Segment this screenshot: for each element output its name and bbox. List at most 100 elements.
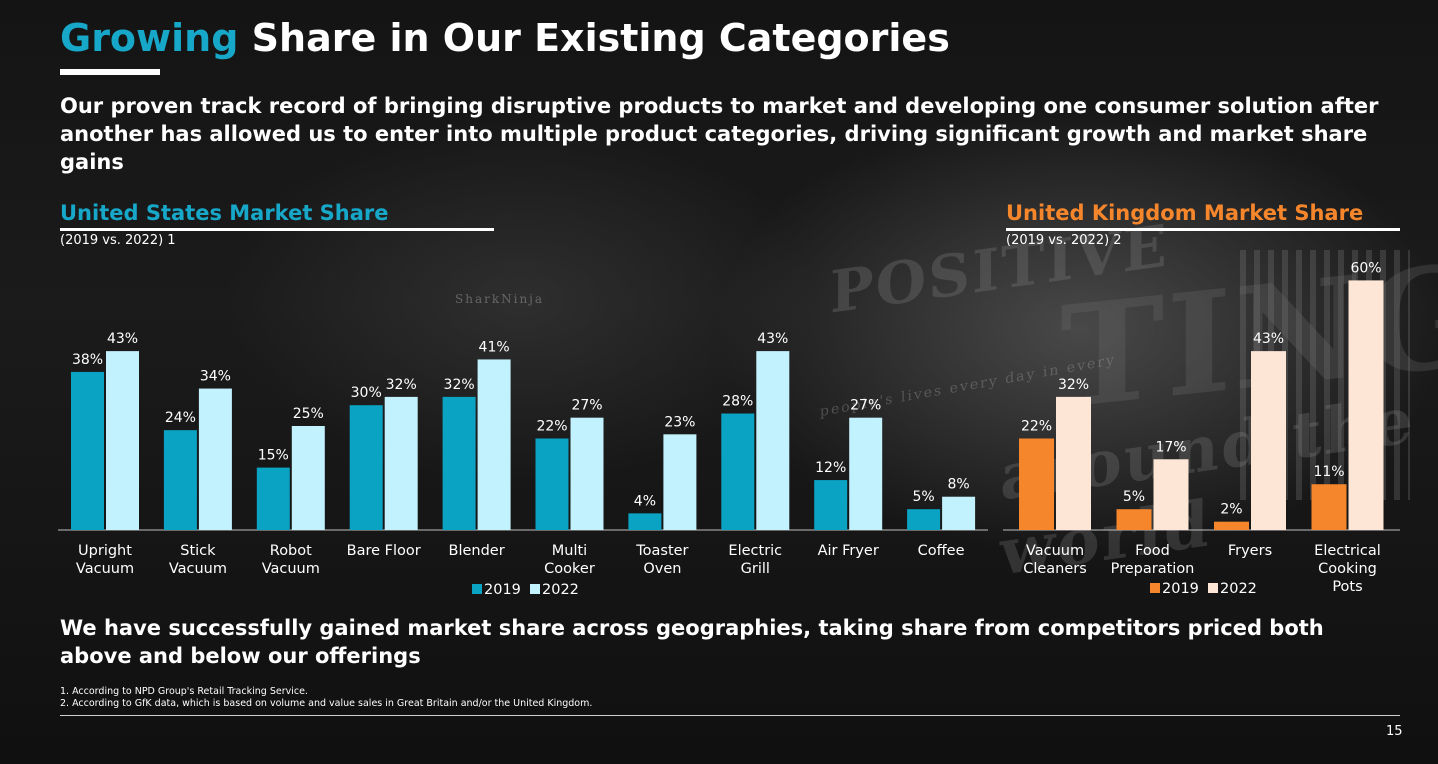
- us-data-label-2022-8: 27%: [850, 398, 881, 414]
- us-bar-2022-7: [756, 351, 790, 530]
- uk-bar-2019-1: [1116, 509, 1152, 530]
- uk-category-label-0-1: Cleaners: [1023, 561, 1087, 577]
- us-data-label-2022-7: 43%: [757, 331, 788, 347]
- background-logo-sharkninja: SharkNinja: [455, 292, 545, 306]
- us-category-label-1-1: Vacuum: [169, 561, 227, 577]
- uk-category-label-1-0: Food: [1135, 543, 1170, 559]
- uk-data-label-2019-2: 2%: [1220, 502, 1242, 518]
- us-category-label-2-1: Vacuum: [262, 561, 320, 577]
- us-bar-2022-9: [942, 496, 976, 530]
- us-bar-2022-4: [477, 359, 511, 530]
- us-bar-2022-0: [106, 351, 139, 530]
- us-data-label-2019-7: 28%: [722, 394, 753, 410]
- us-data-label-2019-8: 12%: [815, 460, 846, 476]
- us-data-label-2022-6: 23%: [664, 414, 695, 430]
- footnotes: 1. According to NPD Group's Retail Track…: [60, 686, 592, 710]
- us-category-label-6-0: Toaster: [635, 543, 688, 559]
- uk-category-label-0-0: Vacuum: [1026, 543, 1084, 559]
- us-section-title: United States Market Share: [60, 201, 389, 225]
- page-title-accent: Growing: [60, 16, 239, 60]
- us-bar-2019-5: [535, 438, 569, 530]
- uk-bar-2022-0: [1056, 396, 1091, 530]
- uk-data-label-2019-1: 5%: [1123, 489, 1145, 505]
- us-bar-2019-4: [442, 396, 476, 530]
- uk-bar-2019-2: [1214, 521, 1249, 530]
- uk-data-label-2019-3: 11%: [1313, 464, 1344, 480]
- us-data-label-2022-9: 8%: [947, 477, 969, 493]
- us-data-label-2022-4: 41%: [479, 339, 510, 355]
- uk-category-label-3-2: Pots: [1332, 579, 1362, 595]
- us-category-label-0-1: Vacuum: [76, 561, 134, 577]
- us-bar-2019-2: [256, 467, 290, 530]
- us-legend-swatch-2019: [472, 584, 482, 594]
- us-data-label-2019-9: 5%: [912, 489, 934, 505]
- uk-legend-swatch-2019: [1150, 583, 1160, 593]
- lead-paragraph: Our proven track record of bringing disr…: [60, 94, 1379, 174]
- us-bar-2022-6: [663, 434, 697, 530]
- us-category-label-4-0: Blender: [449, 543, 505, 559]
- uk-bar-2019-3: [1311, 484, 1347, 530]
- summary-statement: We have successfully gained market share…: [60, 616, 1324, 668]
- us-category-label-5-1: Cooker: [544, 561, 595, 577]
- uk-category-label-3-0: Electrical: [1314, 543, 1381, 559]
- footnote-1: 1. According to NPD Group's Retail Track…: [60, 686, 308, 697]
- uk-bar-2019-0: [1019, 438, 1054, 530]
- uk-bar-2022-2: [1251, 351, 1286, 530]
- us-legend-label-2019: 2019: [484, 582, 521, 598]
- footer-rule: [60, 715, 1400, 716]
- uk-data-label-2022-1: 17%: [1155, 439, 1186, 455]
- us-bar-2019-7: [721, 413, 755, 530]
- us-bar-2022-5: [570, 417, 604, 530]
- us-data-label-2019-5: 22%: [536, 418, 567, 434]
- us-data-label-2022-5: 27%: [571, 398, 602, 414]
- page-title-rest: Share in Our Existing Categories: [251, 16, 950, 60]
- us-data-label-2022-0: 43%: [107, 331, 138, 347]
- us-data-label-2019-0: 38%: [72, 352, 103, 368]
- us-bar-2019-6: [628, 513, 662, 530]
- us-category-label-8-0: Air Fryer: [818, 543, 879, 559]
- us-bar-2022-3: [384, 396, 418, 530]
- us-section-rule: [60, 228, 494, 231]
- uk-data-label-2022-2: 43%: [1253, 331, 1284, 347]
- uk-legend-swatch-2022: [1208, 583, 1218, 593]
- us-category-label-1-0: Stick: [180, 543, 216, 559]
- page-title: Growing Share in Our Existing Categories: [60, 16, 950, 60]
- us-data-label-2022-3: 32%: [386, 377, 417, 393]
- us-category-label-7-1: Grill: [741, 561, 770, 577]
- us-data-label-2022-2: 25%: [293, 406, 324, 422]
- us-legend-swatch-2022: [530, 584, 540, 594]
- us-category-label-0-0: Upright: [78, 543, 132, 559]
- us-section-subtitle: (2019 vs. 2022) 1: [60, 233, 176, 248]
- us-bar-2019-8: [814, 480, 848, 530]
- uk-data-label-2019-0: 22%: [1021, 418, 1052, 434]
- uk-legend-label-2022: 2022: [1220, 581, 1257, 597]
- us-data-label-2022-1: 34%: [200, 369, 231, 385]
- uk-category-label-1-1: Preparation: [1111, 561, 1195, 577]
- us-bar-2019-3: [349, 405, 383, 530]
- us-bar-2019-1: [163, 430, 197, 530]
- us-category-label-7-0: Electric: [728, 543, 782, 559]
- uk-section-rule: [1006, 228, 1400, 231]
- us-category-label-2-0: Robot: [270, 543, 312, 559]
- us-bar-2022-2: [291, 426, 325, 530]
- us-data-label-2019-6: 4%: [634, 493, 656, 509]
- us-bar-2019-9: [907, 509, 941, 530]
- us-category-label-6-1: Oven: [643, 561, 681, 577]
- uk-section-subtitle: (2019 vs. 2022) 2: [1006, 233, 1122, 248]
- uk-bar-2022-1: [1153, 459, 1189, 530]
- uk-section-title: United Kingdom Market Share: [1006, 201, 1364, 225]
- us-category-label-3-0: Bare Floor: [347, 543, 421, 559]
- uk-bar-2022-3: [1348, 280, 1384, 530]
- us-data-label-2019-2: 15%: [258, 448, 289, 464]
- us-data-label-2019-4: 32%: [444, 377, 475, 393]
- uk-data-label-2022-3: 60%: [1350, 260, 1381, 276]
- us-bar-2019-0: [71, 371, 104, 530]
- uk-category-label-3-1: Cooking: [1318, 561, 1377, 577]
- us-data-label-2019-1: 24%: [165, 410, 196, 426]
- uk-category-label-2-0: Fryers: [1228, 543, 1272, 559]
- us-data-label-2019-3: 30%: [351, 385, 382, 401]
- us-category-label-5-0: Multi: [552, 543, 587, 559]
- uk-legend-label-2019: 2019: [1162, 581, 1199, 597]
